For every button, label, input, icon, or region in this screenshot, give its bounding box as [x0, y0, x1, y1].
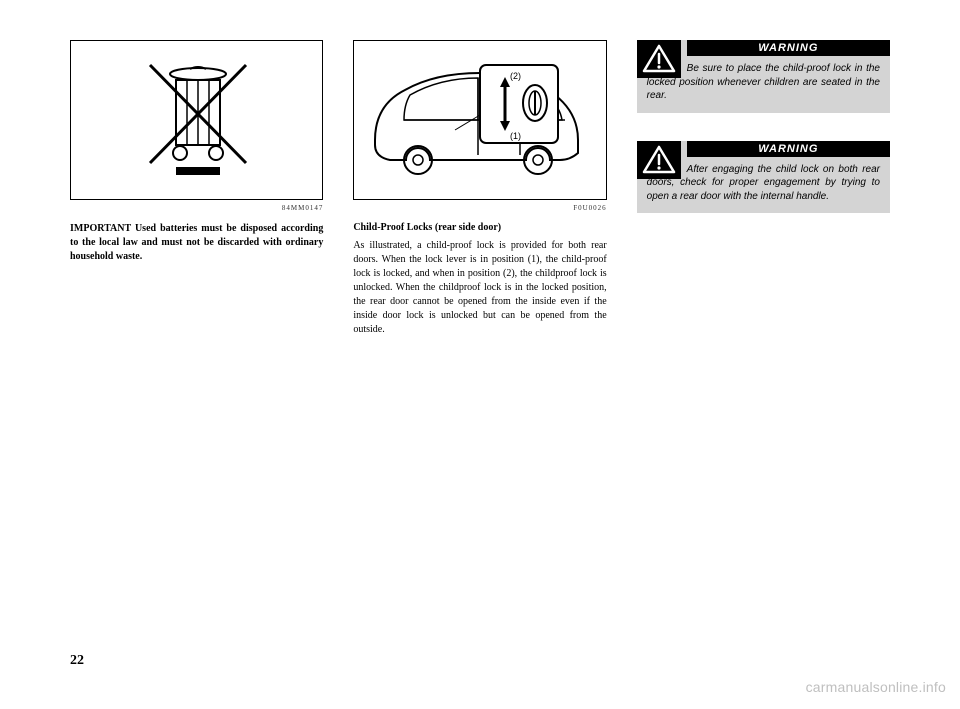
column-1: 84MM0147 IMPORTANT Used batteries must b… [70, 40, 323, 347]
figure-child-lock: (2) (1) [353, 40, 606, 200]
warning-header-1: WARNING [687, 40, 890, 56]
label-1: (1) [510, 131, 521, 141]
warning-text-2: After engaging the child lock on both re… [647, 163, 880, 204]
warning-box-1: WARNING Be sure to place the child-proof… [637, 40, 890, 113]
column-2: (2) (1) F0U0026 Child-Proof Locks (rear … [353, 40, 606, 347]
battery-disposal-strong: IMPORTANT Used batteries must be dispose… [70, 223, 323, 262]
warning-header-2: WARNING [687, 141, 890, 157]
column-layout: 84MM0147 IMPORTANT Used batteries must b… [70, 40, 890, 347]
warning-box-2: WARNING After engaging the child lock on… [637, 141, 890, 214]
column-3: WARNING Be sure to place the child-proof… [637, 40, 890, 347]
car-child-lock-icon: (2) (1) [360, 45, 600, 195]
crossed-bin-icon [132, 55, 262, 185]
figure-caption-2: F0U0026 [353, 204, 606, 212]
figure-caption-1: 84MM0147 [70, 204, 323, 212]
figure-battery-disposal [70, 40, 323, 200]
child-lock-title: Child-Proof Locks (rear side door) [353, 222, 606, 233]
child-lock-text: As illustrated, a child-proof lock is pr… [353, 239, 606, 337]
watermark: carmanualsonline.info [806, 679, 946, 695]
warning-triangle-icon [637, 40, 681, 78]
label-2: (2) [510, 71, 521, 81]
page-number: 22 [70, 653, 84, 669]
warning-text-1: Be sure to place the child-proof lock in… [647, 62, 880, 103]
battery-disposal-text: IMPORTANT Used batteries must be dispose… [70, 222, 323, 264]
page-content: 84MM0147 IMPORTANT Used batteries must b… [70, 40, 890, 640]
warning-triangle-icon [637, 141, 681, 179]
